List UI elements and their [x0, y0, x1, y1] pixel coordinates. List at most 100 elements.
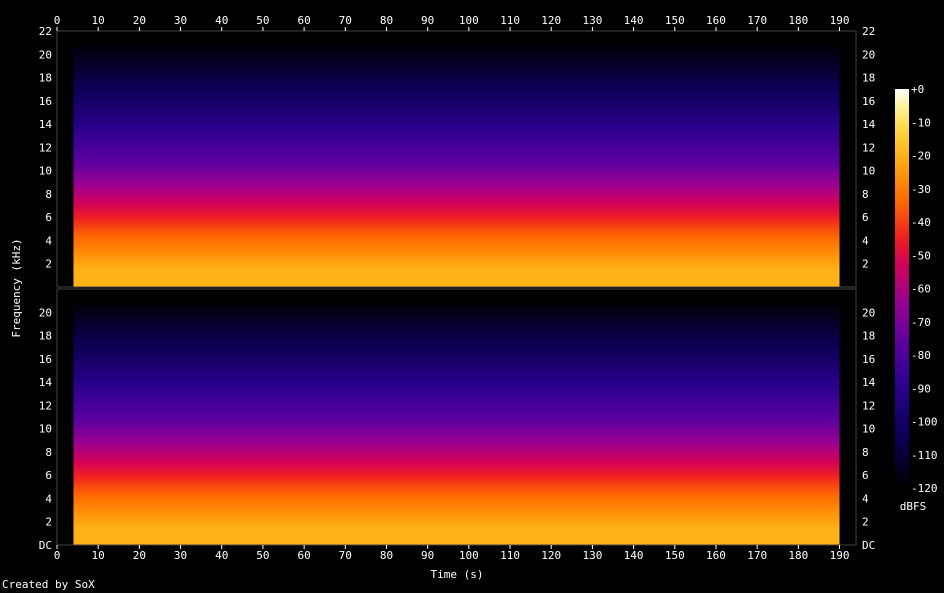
- channel-1-band: [73, 135, 840, 138]
- channel-1-band: [73, 155, 840, 158]
- channel-2-band: [73, 383, 840, 386]
- channel-2-y-tick-label-right: DC: [862, 539, 875, 552]
- channel-1-band: [73, 147, 840, 150]
- channel-1-band: [73, 65, 840, 68]
- channel-1-y-tick-label-left: 4: [45, 234, 52, 247]
- channel-2-band: [73, 467, 840, 470]
- channel-1-band: [73, 49, 840, 52]
- channel-1-band: [73, 199, 840, 202]
- channel-2-band: [73, 507, 840, 510]
- top-x-tick-label: 160: [706, 14, 726, 27]
- channel-1-band: [73, 237, 840, 240]
- channel-1-band: [73, 63, 840, 66]
- channel-2-band: [73, 387, 840, 390]
- channel-1-band: [73, 103, 840, 106]
- channel-2-band: [73, 475, 840, 478]
- channel-1-band: [73, 97, 840, 100]
- channel-1-band: [73, 113, 840, 116]
- channel-2-band: [73, 401, 840, 404]
- channel-2-band: [73, 437, 840, 440]
- channel-2-band: [73, 489, 840, 492]
- channel-1-band: [73, 211, 840, 214]
- channel-1-y-tick-label-right: 18: [862, 72, 875, 85]
- colorbar-tick-label: -10: [911, 116, 931, 129]
- colorbar-tick-label: -90: [911, 382, 931, 395]
- channel-2-band: [73, 349, 840, 352]
- channel-2-band: [73, 339, 840, 342]
- channel-2-band: [73, 337, 840, 340]
- top-x-tick-label: 50: [256, 14, 269, 27]
- channel-2-band: [73, 299, 840, 302]
- x-tick-label: 110: [500, 549, 520, 562]
- channel-2-band: [73, 455, 840, 458]
- channel-1-y-tick-label-left: 18: [39, 72, 52, 85]
- channel-1-band: [73, 187, 840, 190]
- top-x-tick-label: 30: [174, 14, 187, 27]
- channel-1-y-tick-label-left: 8: [45, 188, 52, 201]
- channel-1-band: [73, 149, 840, 152]
- channel-2-band: [73, 457, 840, 460]
- channel-2-band: [73, 351, 840, 354]
- channel-2-band: [73, 325, 840, 328]
- channel-1-band: [73, 205, 840, 208]
- channel-1-band: [73, 53, 840, 56]
- channel-2-band: [73, 447, 840, 450]
- channel-2-band: [73, 427, 840, 430]
- channel-2-band: [73, 531, 840, 534]
- channel-1-band: [73, 235, 840, 238]
- channel-1-band: [73, 41, 840, 44]
- channel-2-band: [73, 483, 840, 486]
- channel-1-band: [73, 33, 840, 36]
- colorbar-label: dBFS: [900, 500, 927, 513]
- channel-2-band: [73, 343, 840, 346]
- channel-1-band: [73, 267, 840, 270]
- channel-2-band: [73, 493, 840, 496]
- channel-1-band: [73, 165, 840, 168]
- channel-2-y-tick-label-left: 6: [45, 469, 52, 482]
- channel-1-band: [73, 163, 840, 166]
- channel-2-band: [73, 517, 840, 520]
- channel-1-band: [73, 137, 840, 140]
- channel-2-band: [73, 399, 840, 402]
- channel-1-y-tick-label-right: 20: [862, 48, 875, 61]
- colorbar-tick-label: -40: [911, 216, 931, 229]
- channel-2-y-tick-label-left: 20: [39, 306, 52, 319]
- channel-1-band: [73, 197, 840, 200]
- top-x-tick-label: 80: [380, 14, 393, 27]
- channel-1-band: [73, 67, 840, 70]
- channel-1-band: [73, 261, 840, 264]
- channel-2-band: [73, 453, 840, 456]
- channel-2-band: [73, 373, 840, 376]
- channel-1-y-tick-label-right: 16: [862, 95, 875, 108]
- channel-1-band: [73, 179, 840, 182]
- channel-2-band: [73, 503, 840, 506]
- channel-2-band: [73, 471, 840, 474]
- channel-2-band: [73, 313, 840, 316]
- channel-2-band: [73, 321, 840, 324]
- top-x-tick-label: 190: [830, 14, 850, 27]
- channel-2-band: [73, 353, 840, 356]
- channel-1-band: [73, 133, 840, 136]
- channel-2-band: [73, 407, 840, 410]
- channel-1-band: [73, 127, 840, 130]
- x-tick-label: 190: [830, 549, 850, 562]
- channel-2-band: [73, 317, 840, 320]
- channel-2-band: [73, 335, 840, 338]
- colorbar-tick-label: -20: [911, 150, 931, 163]
- channel-1-band: [73, 81, 840, 84]
- channel-1-band: [73, 117, 840, 120]
- channel-2-band: [73, 497, 840, 500]
- x-tick-label: 30: [174, 549, 187, 562]
- channel-1-band: [73, 195, 840, 198]
- channel-2-band: [73, 461, 840, 464]
- channel-1-band: [73, 281, 840, 284]
- channel-2-band: [73, 479, 840, 482]
- channel-2-band: [73, 421, 840, 424]
- channel-1-band: [73, 43, 840, 46]
- channel-2-band: [73, 509, 840, 512]
- channel-1-band: [73, 95, 840, 98]
- channel-1-band: [73, 119, 840, 122]
- channel-2-y-tick-label-left: 10: [39, 423, 52, 436]
- colorbar-tick-label: -100: [911, 416, 938, 429]
- channel-2-band: [73, 429, 840, 432]
